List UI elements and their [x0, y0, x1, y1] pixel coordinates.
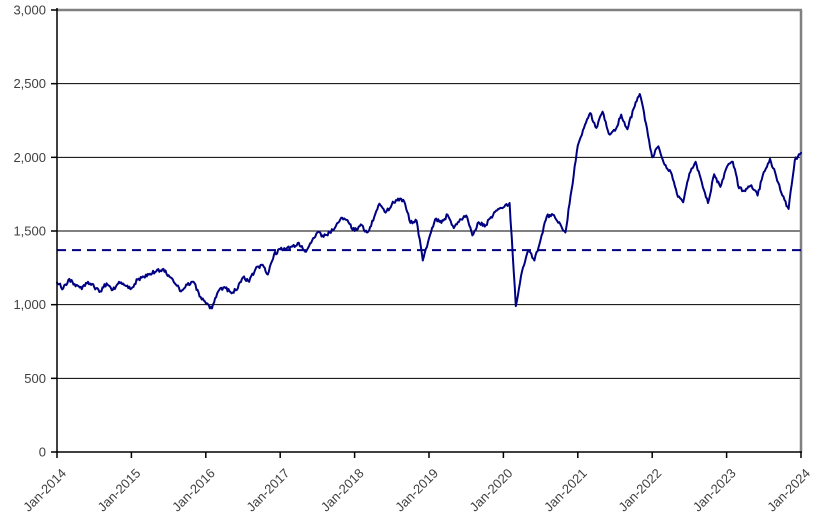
- x-tick-label: Jan-2024: [764, 466, 813, 515]
- price-line-series: [56, 93, 802, 310]
- y-tick-label: 500: [24, 371, 46, 386]
- x-tick-label: Jan-2020: [467, 466, 516, 515]
- x-tick-label: Jan-2016: [169, 466, 218, 515]
- y-tick-label: 1,000: [13, 297, 46, 312]
- x-tick-label: Jan-2021: [541, 466, 590, 515]
- x-tick-label: Jan-2018: [318, 466, 367, 515]
- x-tick-label: Jan-2022: [615, 466, 664, 515]
- x-tick-label: Jan-2023: [690, 466, 739, 515]
- y-tick-label: 0: [39, 445, 46, 460]
- y-tick-label: 1,500: [13, 224, 46, 239]
- y-tick-label: 2,500: [13, 76, 46, 91]
- x-tick-label: Jan-2017: [243, 466, 292, 515]
- y-tick-label: 3,000: [13, 3, 46, 18]
- x-tick-label: Jan-2015: [95, 466, 144, 515]
- x-tick-label: Jan-2019: [392, 466, 441, 515]
- y-tick-label: 2,000: [13, 150, 46, 165]
- x-tick-label: Jan-2014: [20, 466, 69, 515]
